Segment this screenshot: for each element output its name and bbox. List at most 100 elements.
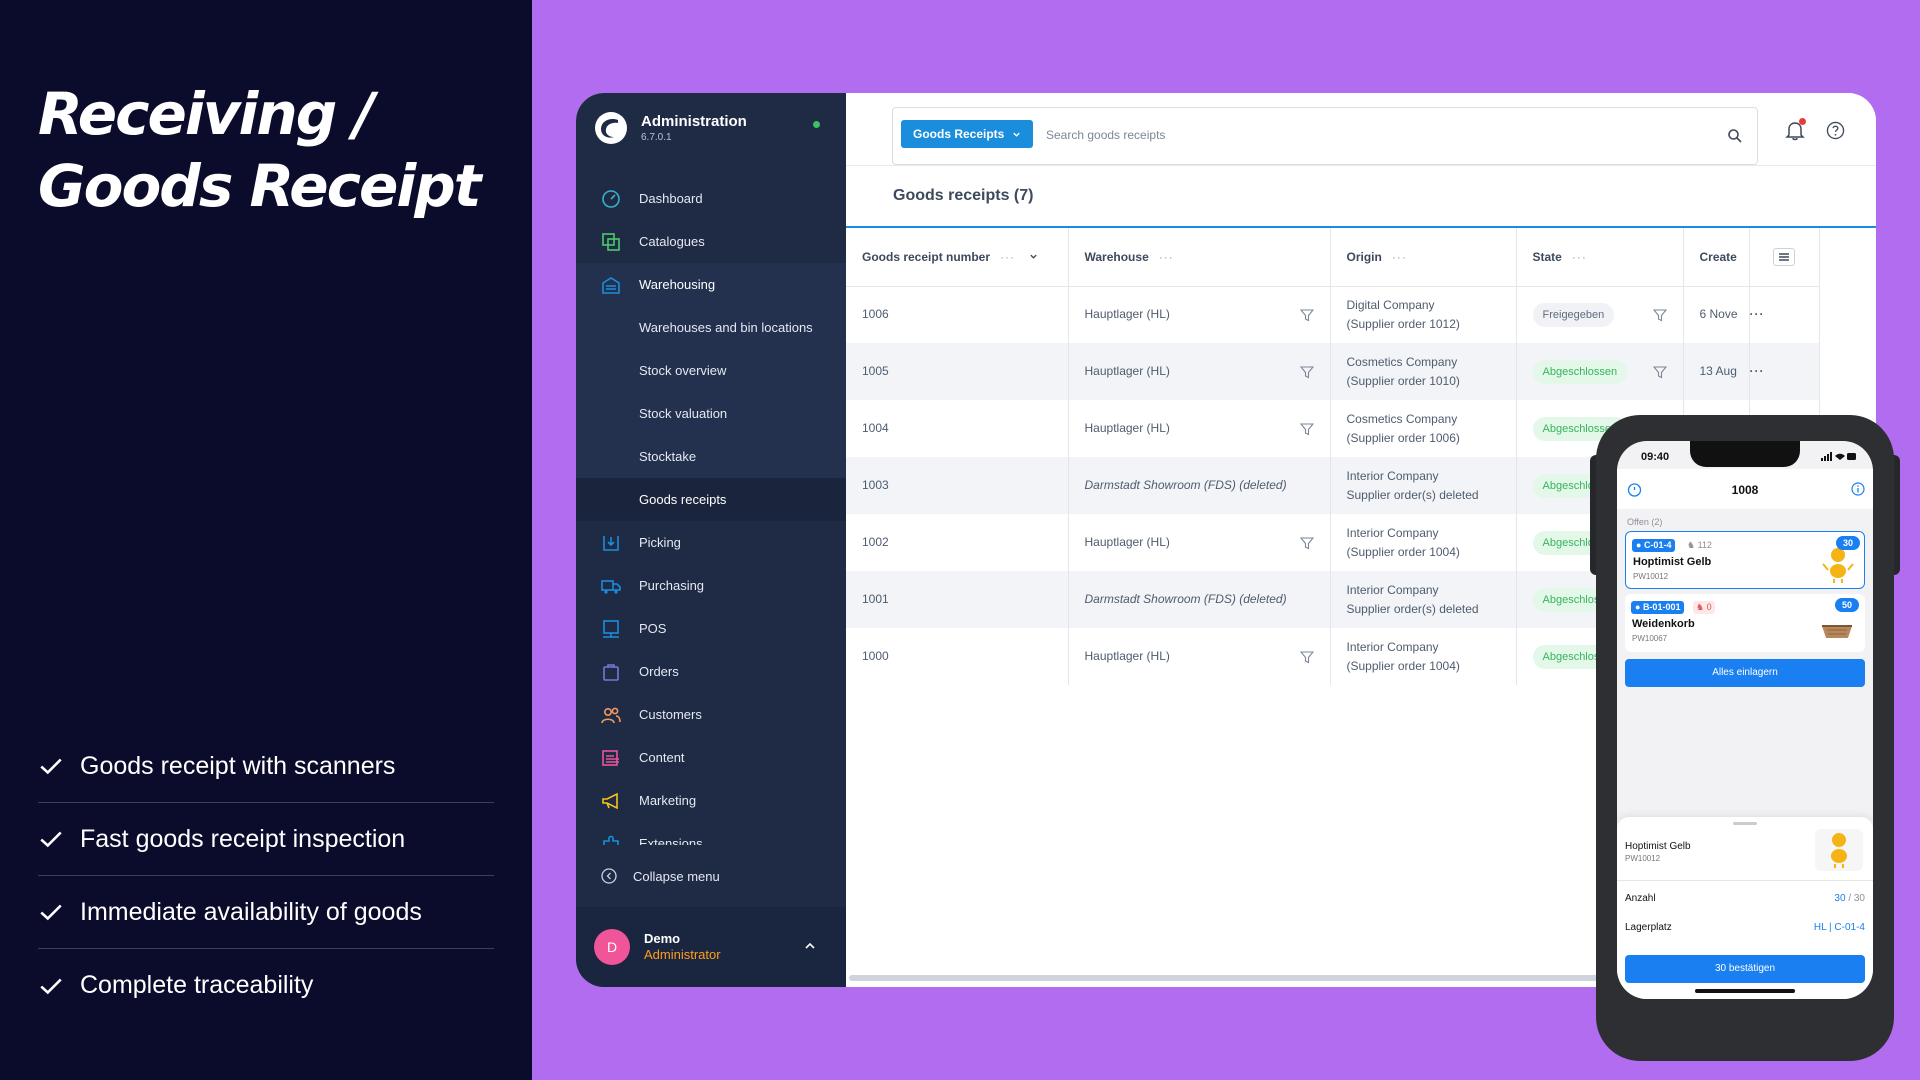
online-status-dot xyxy=(813,121,820,128)
table-row[interactable]: 1005 Hauptlager (HL) Cosmetics Company (S… xyxy=(846,343,1820,400)
filter-icon[interactable] xyxy=(1652,308,1667,322)
store-all-button[interactable]: Alles einlagern xyxy=(1625,659,1865,687)
column-label: Warehouse xyxy=(1084,249,1149,264)
collapse-menu-label: Collapse menu xyxy=(633,868,720,884)
sidebar-item-marketing[interactable]: Marketing xyxy=(576,779,846,822)
sidebar-item-label: Orders xyxy=(639,664,679,679)
sort-chevron-icon[interactable] xyxy=(1029,252,1038,261)
column-options-icon[interactable]: ··· xyxy=(1571,249,1587,264)
row-actions-icon[interactable]: ··· xyxy=(1749,343,1820,400)
cell-number[interactable]: 1001 xyxy=(846,571,1069,628)
quantity-row[interactable]: Anzahl 30 / 30 xyxy=(1625,893,1865,904)
brand[interactable]: Administration 6.7.0.1 xyxy=(594,111,747,145)
column-menu-icon[interactable] xyxy=(1773,247,1795,266)
column-header-created[interactable]: Create xyxy=(1683,228,1750,287)
sidebar-subitem-stock-valuation[interactable]: Stock valuation xyxy=(576,392,846,435)
filter-icon[interactable] xyxy=(1299,422,1314,436)
status-badge: Abgeschlossen xyxy=(1532,359,1628,384)
sidebar-subitem-stock-overview[interactable]: Stock overview xyxy=(576,349,846,392)
receipt-item-card[interactable]: ● B-01-001 ♞ 0 Weidenkorb PW10067 50 xyxy=(1625,594,1865,652)
sidebar-item-warehousing[interactable]: Warehousing xyxy=(576,263,846,306)
filter-icon[interactable] xyxy=(1652,365,1667,379)
cell-number[interactable]: 1005 xyxy=(846,343,1069,400)
receipt-item-card[interactable]: ● C-01-4 ♞ 112 Hoptimist Gelb PW10012 30 xyxy=(1625,531,1865,589)
column-header-number[interactable]: Goods receipt number ··· xyxy=(846,228,1069,287)
sidebar-item-content[interactable]: Content xyxy=(576,736,846,779)
column-header-state[interactable]: State ··· xyxy=(1516,228,1684,287)
bin-location-row[interactable]: Lagerplatz HL | C-01-4 xyxy=(1625,922,1865,933)
product-name: Weidenkorb xyxy=(1632,618,1695,630)
sidebar-subitem-stocktake[interactable]: Stocktake xyxy=(576,435,846,478)
check-icon xyxy=(40,904,62,921)
column-options-icon[interactable]: ··· xyxy=(1158,249,1174,264)
warehouse-name: Hauptlager (HL) xyxy=(1084,535,1170,549)
check-icon xyxy=(40,758,62,775)
sidebar-subitem-warehouses[interactable]: Warehouses and bin locations xyxy=(576,306,846,349)
search-entity-dropdown[interactable]: Goods Receipts xyxy=(901,120,1034,148)
feature-list: Goods receipt with scanners Fast goods r… xyxy=(38,730,494,1022)
cell-number[interactable]: 1000 xyxy=(846,628,1069,685)
cell-origin: Interior Company Supplier order(s) delete… xyxy=(1330,457,1517,514)
origin-company: Cosmetics Company xyxy=(1346,411,1458,426)
column-options-icon[interactable]: ··· xyxy=(1391,249,1407,264)
collapse-menu-button[interactable]: Collapse menu xyxy=(601,868,720,884)
headline: Receiving / Goods Receipt xyxy=(38,78,481,222)
extensions-icon xyxy=(603,835,619,845)
sidebar-item-label: POS xyxy=(639,621,667,636)
sidebar-item-dashboard[interactable]: Dashboard xyxy=(576,177,846,220)
filter-icon[interactable] xyxy=(1299,365,1314,379)
sidebar-item-orders[interactable]: Orders xyxy=(576,650,846,693)
horizontal-scrollbar[interactable] xyxy=(849,975,1873,981)
hoptimist-product-image xyxy=(1815,829,1863,871)
filter-icon[interactable] xyxy=(1299,536,1314,550)
timer-icon[interactable] xyxy=(1627,482,1642,497)
sheet-grip-handle[interactable] xyxy=(1733,822,1757,825)
column-header-origin[interactable]: Origin ··· xyxy=(1330,228,1517,287)
sidebar-item-label: Picking xyxy=(639,535,681,550)
sidebar-item-extensions[interactable]: Extensions xyxy=(576,822,846,845)
headline-line-2: Goods Receipt xyxy=(38,152,481,220)
bin-location-tag: ● C-01-4 xyxy=(1632,539,1676,552)
column-settings[interactable] xyxy=(1749,228,1820,287)
column-label: Goods receipt number xyxy=(862,249,991,264)
search-input[interactable] xyxy=(1046,124,1686,146)
stock-tag: ♞ 0 xyxy=(1693,601,1715,614)
sidebar-item-pos[interactable]: POS xyxy=(576,607,846,650)
cell-number[interactable]: 1004 xyxy=(846,400,1069,457)
row-actions-icon[interactable]: ··· xyxy=(1749,286,1820,343)
sidebar-item-picking[interactable]: Picking xyxy=(576,521,846,564)
column-options-icon[interactable]: ··· xyxy=(1000,249,1016,264)
search-icon[interactable] xyxy=(1727,128,1743,144)
table-row[interactable]: 1006 Hauptlager (HL) Digital Company (Sup… xyxy=(846,286,1820,343)
filter-icon[interactable] xyxy=(1299,650,1314,664)
status-badge: Freigegeben xyxy=(1532,302,1615,327)
feature-item: Goods receipt with scanners xyxy=(38,730,494,803)
bin-location-value: HL | C-01-4 xyxy=(1813,922,1865,933)
sidebar-item-label: Catalogues xyxy=(639,234,705,249)
marketing-panel: Receiving / Goods Receipt Goods receipt … xyxy=(0,0,532,1080)
cell-number[interactable]: 1002 xyxy=(846,514,1069,571)
help-icon[interactable] xyxy=(1826,121,1845,140)
mobile-scanner-device: 09:40 1008 Offen (2) ● C-01-4 ♞ 112 Hopt… xyxy=(1590,415,1900,1061)
feature-item: Complete traceability xyxy=(38,949,494,1022)
title-divider xyxy=(846,226,1876,228)
cell-number[interactable]: 1006 xyxy=(846,286,1069,343)
bell-icon[interactable] xyxy=(1784,119,1806,141)
info-icon[interactable] xyxy=(1851,482,1865,496)
quantity-total: / 30 xyxy=(1848,893,1865,904)
warehouse-name: Hauptlager (HL) xyxy=(1084,364,1170,378)
cell-number[interactable]: 1003 xyxy=(846,457,1069,514)
sidebar-item-catalogues[interactable]: Catalogues xyxy=(576,220,846,263)
confirm-quantity-button[interactable]: 30 bestätigen xyxy=(1625,955,1865,983)
sidebar-item-customers[interactable]: Customers xyxy=(576,693,846,736)
product-name: Hoptimist Gelb xyxy=(1633,556,1712,568)
user-menu[interactable]: D Demo Administrator xyxy=(576,907,846,987)
filter-icon[interactable] xyxy=(1299,308,1314,322)
origin-company: Cosmetics Company xyxy=(1346,354,1458,369)
feature-text: Goods receipt with scanners xyxy=(80,751,396,780)
column-header-warehouse[interactable]: Warehouse ··· xyxy=(1068,228,1331,287)
sidebar-item-purchasing[interactable]: Purchasing xyxy=(576,564,846,607)
sidebar-subitem-goods-receipts[interactable]: Goods receipts xyxy=(576,478,846,521)
origin-company: Digital Company xyxy=(1346,297,1435,312)
megaphone-icon xyxy=(602,792,618,809)
